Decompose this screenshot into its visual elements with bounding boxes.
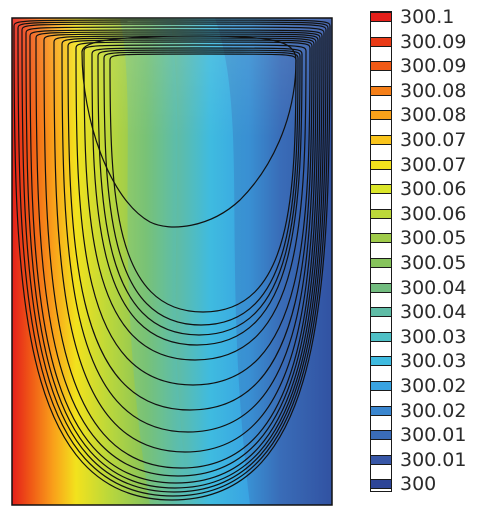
contour-plot [11, 17, 333, 506]
colorbar-entry: 300.02 [360, 399, 478, 423]
colorbar-entry: 300.04 [360, 300, 478, 324]
streamline [75, 41, 311, 386]
colorbar-swatch [370, 405, 392, 416]
colorbar-label: 300.01 [400, 448, 467, 471]
colorbar-swatch [370, 61, 392, 72]
streamline [25, 26, 325, 489]
colorbar-swatch [370, 454, 392, 465]
colorbar-entry: 300.01 [360, 423, 478, 447]
colorbar-swatch [370, 159, 392, 170]
colorbar-entry: 300.05 [360, 251, 478, 275]
colorbar-entry: 300 [360, 472, 478, 496]
colorbar-label: 300.01 [400, 424, 467, 447]
streamline [97, 49, 301, 336]
colorbar-label: 300.05 [400, 227, 467, 250]
colorbar-label: 300.1 [400, 6, 455, 28]
colorbar-label: 300.08 [400, 79, 467, 102]
colorbar-swatch [370, 356, 392, 367]
colorbar-entry: 300.06 [360, 177, 478, 201]
colorbar-entry: 300.1 [360, 5, 478, 29]
colorbar-swatch [370, 381, 392, 391]
colorbar-swatch [370, 85, 392, 96]
streamline [91, 47, 303, 346]
colorbar-entry: 300.01 [360, 448, 478, 472]
streamline [83, 44, 307, 361]
colorbar-entry: 300.07 [360, 153, 478, 177]
colorbar-label: 300.06 [400, 178, 467, 201]
colorbar-label: 300.09 [400, 55, 467, 78]
colorbar-entry: 300.09 [360, 54, 478, 78]
streamline [67, 39, 313, 411]
colorbar-label: 300.03 [400, 350, 467, 373]
colorbar-entry: 300.03 [360, 349, 478, 373]
colorbar-swatch [370, 135, 392, 145]
colorbar-entry: 300.04 [360, 276, 478, 300]
colorbar-label: 300.04 [400, 276, 467, 299]
colorbar-swatch [370, 110, 392, 121]
colorbar-entry: 300.05 [360, 226, 478, 250]
streamline [29, 29, 323, 484]
colorbar-label: 300.02 [400, 399, 467, 422]
colorbar-label: 300.04 [400, 301, 467, 324]
streamline [61, 37, 315, 433]
colorbar-label: 300.02 [400, 375, 467, 397]
colorbar-swatch [370, 258, 392, 268]
colorbar-label: 300.09 [400, 30, 467, 53]
colorbar-label: 300.06 [400, 202, 467, 225]
streamline [17, 21, 329, 497]
streamline [109, 53, 297, 313]
streamline [43, 33, 319, 469]
colorbar-swatch [370, 282, 392, 293]
colorbar-frame [370, 11, 392, 493]
colorbar-swatch [370, 184, 392, 195]
colorbar-entry: 300.08 [360, 103, 478, 127]
colorbar-swatch [370, 233, 392, 244]
streamline [21, 23, 327, 493]
streamline [35, 31, 321, 477]
colorbar-label: 300.07 [400, 153, 467, 176]
colorbar-entry: 300.09 [360, 30, 478, 54]
colorbar-entry: 300.08 [360, 79, 478, 103]
colorbar-entry: 300.03 [360, 325, 478, 349]
colorbar-entry: 300.07 [360, 128, 478, 152]
colorbar-swatch [370, 36, 392, 47]
colorbar-swatch [370, 479, 392, 490]
colorbar-swatch [370, 12, 392, 22]
streamline [13, 19, 331, 501]
streamlines [13, 19, 331, 501]
colorbar-swatch [370, 430, 392, 441]
colorbar-label: 300.07 [400, 129, 467, 151]
colorbar-label: 300.08 [400, 104, 467, 127]
colorbar-swatch [370, 331, 392, 342]
domain-border [11, 17, 333, 506]
streamline [103, 51, 299, 326]
colorbar-swatch [370, 307, 392, 318]
streamline-core [81, 35, 297, 228]
colorbar-label: 300 [400, 473, 437, 496]
colorbar-legend: 300.1 300.09 300.09 300.08 300.08 300.07 300.0… [360, 0, 478, 511]
colorbar-label: 300.05 [400, 252, 467, 274]
colorbar-entry: 300.06 [360, 202, 478, 226]
colorbar-entry: 300.02 [360, 374, 478, 398]
colorbar-label: 300.03 [400, 325, 467, 348]
colorbar-swatch [370, 208, 392, 219]
